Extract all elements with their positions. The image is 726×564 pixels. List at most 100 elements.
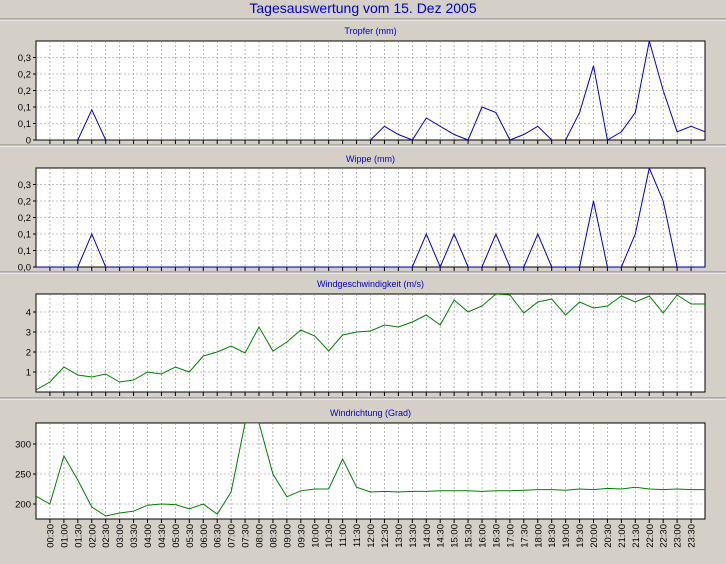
data-point	[412, 266, 413, 267]
data-point	[495, 112, 496, 113]
data-point	[258, 266, 259, 267]
x-tick-label: 04:00	[143, 524, 154, 548]
data-point	[91, 506, 92, 507]
x-tick-label: 19:00	[561, 524, 572, 548]
data-point	[537, 126, 538, 127]
data-point	[105, 266, 106, 267]
data-point	[467, 490, 468, 491]
data-point	[189, 508, 190, 509]
data-point	[356, 331, 357, 332]
data-point	[244, 266, 245, 267]
data-point	[119, 512, 120, 513]
data-point	[440, 324, 441, 325]
data-point	[398, 326, 399, 327]
data-point	[509, 139, 510, 140]
x-tick-label: 02:00	[87, 524, 98, 548]
y-tick-label: 0,3	[18, 180, 31, 191]
data-point	[412, 139, 413, 140]
data-point	[328, 139, 329, 140]
x-tick-label: 22:00	[645, 524, 656, 548]
x-tick-label: 16:30	[491, 524, 502, 548]
data-point	[147, 266, 148, 267]
data-point	[286, 341, 287, 342]
data-point	[704, 489, 705, 490]
data-point	[551, 298, 552, 299]
data-point	[231, 345, 232, 346]
data-point	[300, 139, 301, 140]
data-point	[663, 312, 664, 313]
data-point	[481, 305, 482, 306]
y-tick-label: 0	[26, 136, 31, 147]
data-point	[398, 134, 399, 135]
data-point	[384, 491, 385, 492]
data-point	[77, 374, 78, 375]
data-point	[356, 266, 357, 267]
data-point	[286, 266, 287, 267]
y-tick-label: 0,1	[18, 246, 31, 257]
y-tick-label: 0,1	[18, 103, 31, 114]
x-tick-label: 04:30	[157, 524, 168, 548]
series-line	[36, 294, 705, 391]
y-tick-label: 200	[15, 500, 31, 511]
data-point	[635, 487, 636, 488]
data-point	[677, 488, 678, 489]
x-tick-label: 20:30	[603, 524, 614, 548]
x-tick-label: 11:30	[352, 524, 363, 547]
data-point	[105, 373, 106, 374]
data-point	[398, 266, 399, 267]
data-point	[495, 490, 496, 491]
data-point	[272, 266, 273, 267]
x-tick-label: 05:00	[171, 524, 182, 548]
data-point	[621, 266, 622, 267]
data-point	[523, 490, 524, 491]
data-point	[49, 503, 50, 504]
chart-panel-1: Tropfer (mm) 0 0,1 0,1 0,2 0,2 0,3	[0, 18, 726, 147]
data-point	[91, 109, 92, 110]
data-point	[412, 491, 413, 492]
data-point	[565, 490, 566, 491]
data-point	[35, 266, 36, 267]
data-point	[551, 266, 552, 267]
data-point	[63, 139, 64, 140]
x-tick-label: 06:30	[213, 524, 224, 548]
chart-panel-4: Windrichtung (Grad) 200 250 300	[0, 397, 726, 523]
data-point	[440, 266, 441, 267]
data-point	[579, 301, 580, 302]
data-point	[244, 422, 245, 423]
x-tick-label: 01:30	[73, 524, 84, 548]
data-point	[690, 489, 691, 490]
data-point	[161, 266, 162, 267]
data-point	[77, 266, 78, 267]
data-point	[119, 139, 120, 140]
y-tick-label: 0,0	[18, 263, 31, 274]
x-tick-label: 21:30	[631, 524, 642, 548]
data-point	[677, 131, 678, 132]
y-tick-label: 0,2	[18, 86, 31, 97]
data-point	[621, 131, 622, 132]
x-tick-label: 15:00	[450, 524, 461, 548]
data-point	[63, 266, 64, 267]
x-tick-label: 16:00	[478, 524, 489, 548]
x-tick-label: 15:30	[464, 524, 475, 548]
chart-title: Tropfer (mm)	[344, 26, 396, 36]
data-point	[175, 139, 176, 140]
series-line	[36, 168, 705, 267]
data-point	[565, 139, 566, 140]
x-tick-label: 05:30	[185, 524, 196, 548]
data-point	[328, 488, 329, 489]
chart-title: Windgeschwindigkeit (m/s)	[317, 279, 424, 289]
data-point	[244, 352, 245, 353]
data-point	[565, 314, 566, 315]
data-point	[426, 117, 427, 118]
data-point	[523, 266, 524, 267]
data-point	[356, 487, 357, 488]
data-point	[314, 139, 315, 140]
x-tick-label: 22:30	[659, 524, 670, 548]
data-point	[663, 200, 664, 201]
data-point	[467, 266, 468, 267]
x-tick-label: 09:30	[296, 524, 307, 548]
data-point	[328, 266, 329, 267]
data-point	[649, 295, 650, 296]
data-point	[286, 496, 287, 497]
